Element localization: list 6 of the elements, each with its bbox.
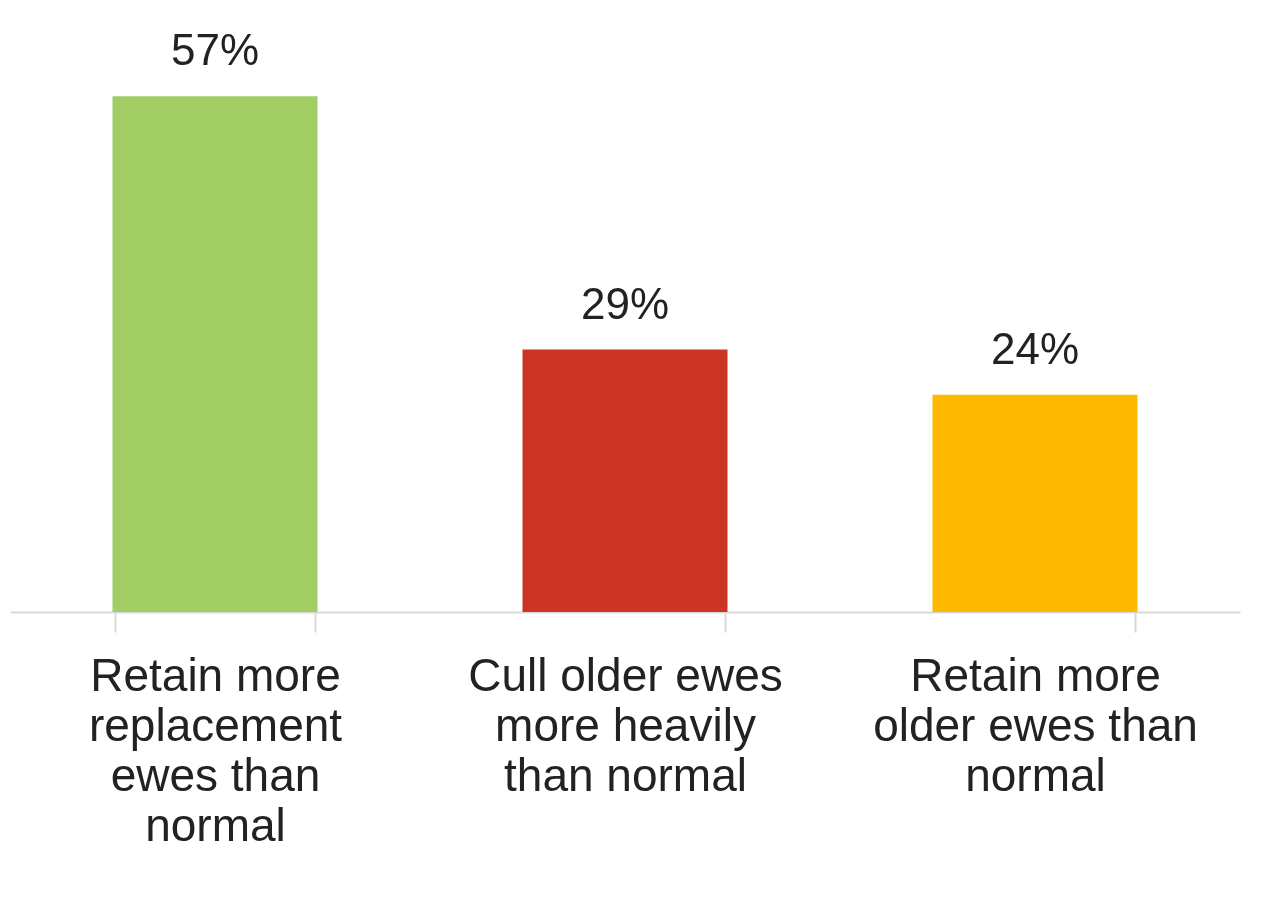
data-label: 29% bbox=[580, 278, 670, 328]
x-tick-label: Retain more older ewes than normal bbox=[873, 648, 1198, 801]
x-tick-label: Retain more replacement ewes than normal bbox=[88, 648, 343, 851]
data-label: 57% bbox=[170, 25, 260, 75]
data-label: 24% bbox=[990, 323, 1080, 373]
x-tick-label: Cull older ewes more heavily than normal bbox=[468, 648, 783, 801]
